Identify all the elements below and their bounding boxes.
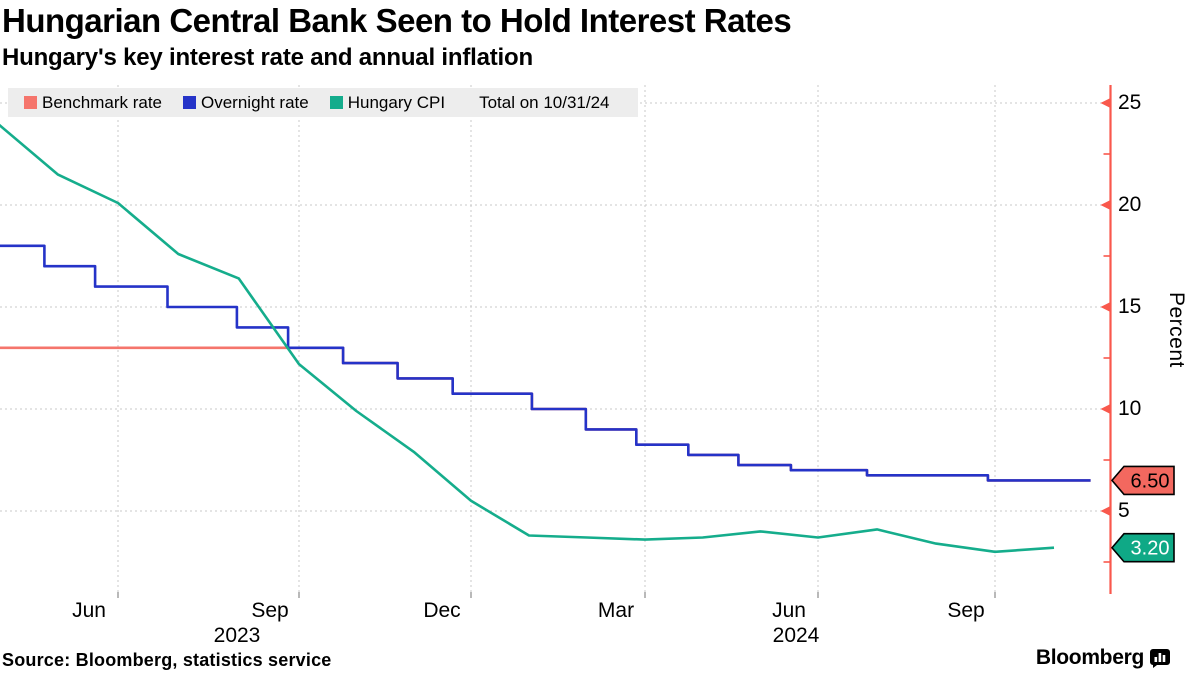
x-tick-label: Dec: [423, 599, 461, 622]
x-tick-label: Jun: [72, 599, 106, 622]
legend-label: Hungary CPI: [347, 92, 446, 112]
x-tick-label: Sep: [251, 599, 289, 622]
legend-item-overnight-rate: Overnight rate: [183, 93, 309, 113]
benchmark-rate-swatch-icon: [24, 96, 37, 109]
bloomberg-chart-bubble-icon: [1150, 648, 1170, 668]
value-tag-label-hungary-cpi: 3.20: [1131, 538, 1170, 560]
y-axis-title: Percent: [1165, 292, 1188, 368]
value-tag-hungary-cpi: [1110, 532, 1175, 563]
page-title: Hungarian Central Bank Seen to Hold Inte…: [2, 2, 792, 39]
x-tick-label: Mar: [597, 599, 635, 622]
x-tick-label: Jun: [772, 599, 806, 622]
bloomberg-logo: Bloomberg: [1036, 646, 1170, 670]
legend-item-benchmark-rate: Benchmark rate: [24, 93, 162, 113]
x-tick-label: Sep: [947, 599, 985, 622]
chart-subtitle: Hungary's key interest rate and annual i…: [2, 44, 533, 71]
source-attribution: Source: Bloomberg, statistics service: [2, 650, 332, 670]
legend-note-total-date: Total on 10/31/24: [479, 92, 610, 112]
legend-label: Benchmark rate: [42, 92, 162, 112]
value-tag-label-benchmark-rate: 6.50: [1131, 470, 1170, 492]
y-tick-label: 5: [1118, 499, 1130, 522]
y-tick-label: 20: [1118, 193, 1142, 216]
hungary-cpi-line: [0, 123, 1055, 554]
y-tick-label: 25: [1118, 91, 1142, 114]
x-axis-year-label: 2023: [213, 624, 261, 647]
y-major-tick-arrow-icon: [1100, 506, 1111, 516]
value-tag-benchmark-rate: [1110, 465, 1175, 496]
hungary-cpi-swatch-icon: [329, 96, 343, 109]
chart-legend: Benchmark rate Overnight rate Hungary CP…: [8, 88, 638, 117]
overnight-rate-swatch-icon: [183, 96, 196, 109]
y-major-tick-arrow-icon: [1100, 200, 1111, 210]
x-axis-year-label: 2024: [772, 624, 820, 647]
y-tick-label: 15: [1118, 295, 1142, 318]
y-tick-label: 10: [1118, 397, 1142, 420]
y-major-tick-arrow-icon: [1100, 404, 1111, 414]
bloomberg-wordmark: Bloomberg: [1035, 646, 1144, 669]
benchmark-rate-line: [0, 346, 1091, 482]
y-major-tick-arrow-icon: [1100, 98, 1111, 108]
y-major-tick-arrow-icon: [1100, 302, 1111, 312]
overnight-rate-line: [0, 244, 1091, 482]
legend-item-hungary-cpi: Hungary CPI: [329, 92, 446, 113]
legend-label: Overnight rate: [201, 92, 309, 112]
